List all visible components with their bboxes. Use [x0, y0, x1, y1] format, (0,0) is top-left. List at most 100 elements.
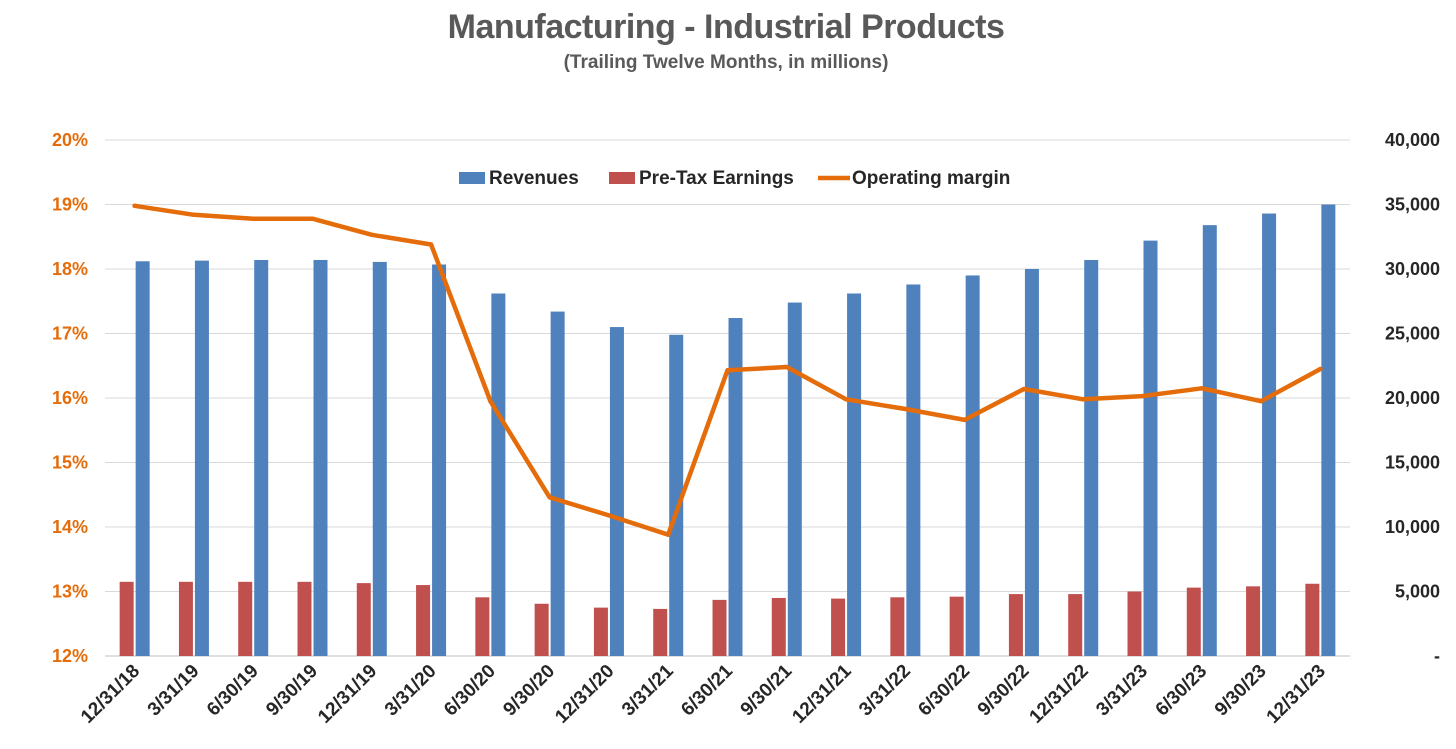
bar-revenues — [847, 293, 862, 656]
bar-pre-tax-earnings — [712, 599, 727, 656]
x-axis-tick-label: 6/30/20 — [440, 661, 500, 721]
bar-pre-tax-earnings — [1246, 586, 1261, 656]
x-axis-tick-label: 9/30/23 — [1211, 661, 1271, 721]
bar-revenues — [965, 275, 980, 656]
right-axis-tick-label: 5,000 — [1395, 582, 1440, 602]
point-operating-margin — [962, 417, 967, 423]
bar-pre-tax-earnings — [1008, 594, 1023, 656]
point-operating-margin — [1258, 399, 1264, 404]
bar-pre-tax-earnings — [119, 581, 134, 656]
right-axis-tick-label: 25,000 — [1385, 324, 1440, 344]
bar-revenues — [135, 261, 150, 656]
point-operating-margin — [191, 212, 197, 218]
point-operating-margin — [310, 216, 315, 221]
right-axis-tick-label: 20,000 — [1385, 388, 1440, 408]
left-axis-tick-label: 16% — [52, 388, 88, 408]
left-axis-tick-label: 15% — [52, 453, 88, 473]
x-axis-tick-label: 9/30/22 — [974, 661, 1034, 721]
legend: Revenues Pre-Tax Earnings Operating margin — [459, 168, 1010, 189]
point-operating-margin — [1081, 397, 1086, 402]
right-axis-tick-label: 35,000 — [1385, 195, 1440, 215]
point-operating-margin — [132, 203, 137, 208]
legend-label: Operating margin — [852, 168, 1010, 189]
bar-pre-tax-earnings — [831, 598, 846, 656]
legend-swatch — [609, 172, 635, 184]
x-axis-tick-label: 3/31/20 — [381, 661, 441, 721]
chart-subtitle: (Trailing Twelve Months, in millions) — [563, 52, 889, 73]
bar-pre-tax-earnings — [771, 597, 786, 656]
left-axis-tick-label: 19% — [52, 195, 88, 215]
point-operating-margin — [903, 406, 908, 412]
point-operating-margin — [251, 216, 256, 221]
left-axis-tick-label: 13% — [52, 582, 88, 602]
point-operating-margin — [843, 397, 849, 402]
x-axis-tick-label: 3/31/19 — [144, 661, 204, 721]
right-axis-tick-label: 30,000 — [1385, 259, 1440, 279]
bar-pre-tax-earnings — [1127, 591, 1142, 656]
bar-pre-tax-earnings — [890, 597, 905, 656]
right-axis-tick-label: 15,000 — [1385, 453, 1440, 473]
x-axis-tick-label: 3/31/21 — [618, 660, 678, 720]
bar-pre-tax-earnings — [1186, 587, 1201, 656]
bar-revenues — [372, 261, 387, 656]
point-operating-margin — [784, 364, 789, 370]
bar-pre-tax-earnings — [178, 581, 193, 656]
bar-pre-tax-earnings — [534, 603, 549, 656]
point-operating-margin — [488, 399, 493, 404]
point-operating-margin — [1199, 386, 1204, 391]
point-operating-margin — [725, 368, 730, 373]
point-operating-margin — [606, 513, 612, 518]
bar-pre-tax-earnings — [1068, 594, 1083, 656]
bar-revenues — [194, 260, 209, 656]
bar-pre-tax-earnings — [297, 581, 312, 656]
bar-revenues — [1143, 240, 1158, 656]
bar-pre-tax-earnings — [593, 607, 608, 656]
point-operating-margin — [1140, 393, 1145, 399]
bar-revenues — [1024, 269, 1039, 656]
x-axis-tick-label: 6/30/19 — [203, 661, 263, 721]
x-axis-tick-label: 12/31/22 — [1026, 661, 1093, 728]
x-axis-tick-label: 9/30/19 — [262, 661, 322, 721]
left-axis-tick-label: 18% — [52, 259, 88, 279]
right-axis-tick-label: 10,000 — [1385, 517, 1440, 537]
bar-revenues — [1202, 225, 1217, 656]
x-axis-tick-label: 12/31/20 — [551, 661, 618, 728]
x-axis-tick-label: 12/31/18 — [77, 661, 144, 728]
point-operating-margin — [547, 495, 552, 500]
x-axis-tick-label: 3/31/23 — [1092, 661, 1152, 721]
x-axis-tick-label: 6/30/23 — [1152, 661, 1212, 721]
bar-revenues — [669, 334, 684, 656]
point-operating-margin — [1318, 366, 1323, 372]
bar-revenues — [550, 311, 565, 656]
bar-pre-tax-earnings — [653, 608, 668, 656]
bar-pre-tax-earnings — [949, 596, 964, 656]
bar-revenues — [491, 293, 506, 656]
bar-revenues — [728, 318, 743, 656]
x-axis-tick-label: 6/30/21 — [677, 660, 737, 720]
x-axis-tick-label: 12/31/21 — [788, 660, 855, 727]
left-axis-tick-label: 12% — [52, 646, 88, 666]
legend-label: Revenues — [489, 168, 579, 189]
left-axis-tick-label: 20% — [52, 130, 88, 150]
bar-revenues — [432, 264, 447, 656]
right-axis-tick-label: 40,000 — [1385, 130, 1440, 150]
point-operating-margin — [369, 232, 374, 238]
legend-swatch — [459, 172, 485, 184]
x-axis-tick-label: 3/31/22 — [855, 661, 915, 721]
bar-pre-tax-earnings — [1305, 583, 1320, 656]
x-axis-tick-label: 6/30/22 — [914, 661, 974, 721]
bar-revenues — [609, 327, 624, 656]
chart-title: Manufacturing - Industrial Products — [447, 8, 1005, 46]
left-axis-tick-label: 17% — [52, 324, 88, 344]
bar-revenues — [1084, 259, 1099, 656]
right-axis-tick-label: - — [1434, 646, 1440, 666]
bar-pre-tax-earnings — [356, 583, 371, 656]
point-operating-margin — [1021, 386, 1027, 392]
bar-revenues — [313, 259, 328, 656]
bar-pre-tax-earnings — [416, 585, 431, 656]
x-axis-tick-label: 12/31/23 — [1263, 661, 1330, 728]
bar-revenues — [906, 284, 921, 656]
bar-revenues — [254, 259, 269, 656]
bar-revenues — [1262, 213, 1277, 656]
bar-revenues — [1321, 204, 1336, 656]
